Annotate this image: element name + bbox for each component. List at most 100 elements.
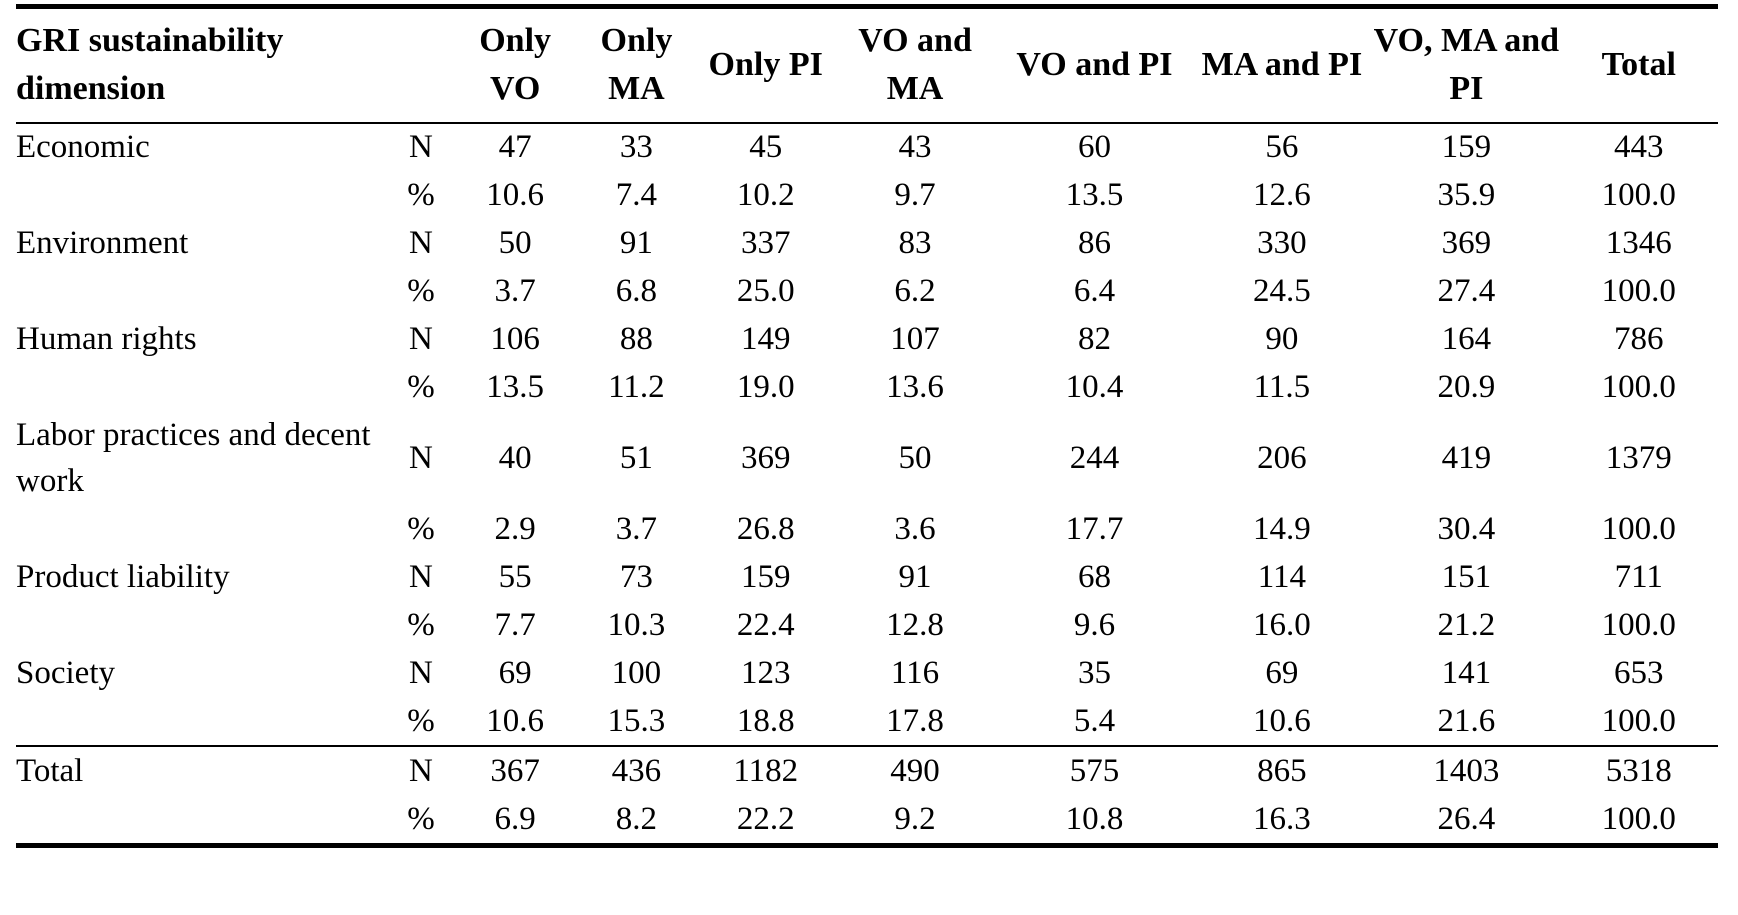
table-cell: 164 — [1441, 321, 1492, 358]
table-cell: 244 — [1069, 439, 1120, 476]
table-cell: 11.5 — [1253, 369, 1311, 406]
table-cell: 21.2 — [1437, 606, 1496, 643]
table-cell: 10.6 — [1253, 702, 1311, 739]
table-row-pct: % 3.7 6.8 25.0 6.2 6.4 24.5 27.4 100.0 — [16, 268, 1718, 316]
table-cell: 151 — [1441, 558, 1492, 595]
table-cell: 9.2 — [894, 800, 936, 837]
table-cell: 5.4 — [1073, 702, 1116, 739]
table-cell: 40 — [498, 439, 532, 476]
table-cell: 90 — [1265, 321, 1299, 358]
table-cell: 106 — [490, 321, 540, 358]
table-cell: 1346 — [1605, 225, 1672, 262]
table-cell: 575 — [998, 745, 1191, 796]
table-cell: 51 — [619, 439, 653, 476]
table-cell: 16.3 — [1253, 800, 1311, 837]
table-row-n: Environment N 50 91 337 83 86 330 369 13… — [16, 220, 1718, 268]
table-cell: 7.4 — [615, 177, 658, 214]
table-cell: 159 — [1441, 129, 1492, 166]
table-cell: 73 — [619, 558, 653, 595]
table-cell: 6.9 — [494, 800, 536, 837]
column-header-dimension: GRI sustainability dimension — [16, 6, 385, 124]
table-cell: 69 — [498, 654, 532, 691]
table-cell: 12.8 — [886, 606, 944, 643]
table-cell: 107 — [890, 321, 940, 358]
table-cell: 1379 — [1605, 439, 1672, 476]
table-cell: 2.9 — [494, 510, 536, 547]
table-cell: 91 — [898, 558, 932, 595]
stat-label-pct: % — [407, 369, 435, 406]
table-cell: 83 — [898, 225, 932, 262]
stat-label-n: N — [384, 745, 458, 796]
table-cell: 114 — [1257, 558, 1307, 595]
table-cell: 22.4 — [736, 606, 795, 643]
table-cell: 786 — [1614, 321, 1664, 358]
table-cell: 43 — [898, 129, 932, 166]
table-cell: 8.2 — [615, 800, 658, 837]
table-row-n: Labor practices and decent work N 40 51 … — [16, 412, 1718, 506]
stat-label-pct: % — [407, 177, 435, 214]
table-row-pct: % 13.5 11.2 19.0 13.6 10.4 11.5 20.9 100… — [16, 364, 1718, 412]
table-cell: 419 — [1441, 439, 1492, 476]
table-cell: 47 — [498, 129, 532, 166]
table-cell: 490 — [831, 745, 999, 796]
table-cell: 1403 — [1373, 745, 1560, 796]
table-cell: 33 — [619, 129, 653, 166]
dimension-label: Product liability — [16, 558, 230, 595]
dimension-spacer — [16, 697, 385, 746]
table-cell: 55 — [498, 558, 532, 595]
dimension-spacer — [16, 268, 385, 316]
stat-label-pct: % — [407, 702, 435, 739]
table-body: Economic N 47 33 45 43 60 56 159 443 % 1… — [16, 123, 1718, 846]
gri-dimensions-table: GRI sustainability dimension Only VO Onl… — [16, 4, 1718, 849]
table-cell: 149 — [740, 321, 791, 358]
table-cell: 653 — [1614, 654, 1664, 691]
table-cell: 19.0 — [736, 369, 795, 406]
table-cell: 26.4 — [1437, 800, 1496, 837]
dimension-spacer — [16, 505, 385, 553]
stat-label-n: N — [409, 321, 433, 358]
stat-label-pct: % — [407, 606, 435, 643]
table-cell: 13.5 — [486, 369, 545, 406]
table-cell: 100.0 — [1601, 273, 1676, 310]
table-cell: 10.8 — [1065, 800, 1124, 837]
table-cell: 13.6 — [886, 369, 944, 406]
table-cell: 436 — [573, 745, 700, 796]
table-cell: 18.8 — [736, 702, 795, 739]
table-cell: 9.6 — [1073, 606, 1116, 643]
table-cell: 10.6 — [486, 702, 545, 739]
table-cell: 9.7 — [894, 177, 936, 214]
table-cell: 100.0 — [1601, 369, 1676, 406]
stat-label-pct: % — [407, 800, 435, 837]
stat-label-n: N — [409, 129, 433, 166]
dimension-label: Human rights — [16, 321, 197, 358]
table-cell: 10.4 — [1065, 369, 1124, 406]
table-cell: 711 — [1614, 558, 1663, 595]
table-cell: 16.0 — [1253, 606, 1311, 643]
table-row-n: Total N 367 436 1182 490 575 865 1403 53… — [16, 745, 1718, 796]
table-cell: 69 — [1265, 654, 1299, 691]
dimension-label: Labor practices and decent work — [16, 416, 371, 500]
table-cell: 3.7 — [615, 510, 658, 547]
table-cell: 100.0 — [1601, 606, 1676, 643]
table-cell: 100.0 — [1601, 702, 1676, 739]
table-row-pct: % 2.9 3.7 26.8 3.6 17.7 14.9 30.4 100.0 — [16, 505, 1718, 553]
table-cell: 369 — [1441, 225, 1492, 262]
table-cell: 21.6 — [1437, 702, 1496, 739]
table-cell: 68 — [1077, 558, 1111, 595]
dimension-spacer — [16, 364, 385, 412]
table-cell: 116 — [890, 654, 940, 691]
table-cell: 35 — [1077, 654, 1111, 691]
table-cell: 3.6 — [894, 510, 936, 547]
table-cell: 10.3 — [607, 606, 666, 643]
column-header-total: Total — [1559, 6, 1718, 124]
dimension-spacer — [16, 795, 385, 846]
stat-label-n: N — [409, 439, 433, 476]
dimension-label: Environment — [16, 225, 189, 262]
table-cell: 91 — [619, 225, 653, 262]
table-row-n: Society N 69 100 123 116 35 69 141 653 — [16, 649, 1718, 697]
table-cell: 141 — [1441, 654, 1492, 691]
table-cell: 30.4 — [1437, 510, 1496, 547]
table-row-n: Human rights N 106 88 149 107 82 90 164 … — [16, 316, 1718, 364]
column-header-vo-and-pi: VO and PI — [998, 6, 1191, 124]
table-cell: 60 — [1077, 129, 1111, 166]
